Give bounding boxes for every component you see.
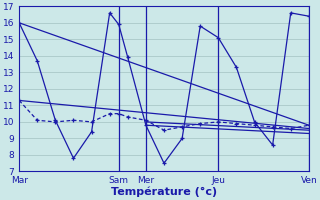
X-axis label: Température (°c): Température (°c) (111, 187, 217, 197)
